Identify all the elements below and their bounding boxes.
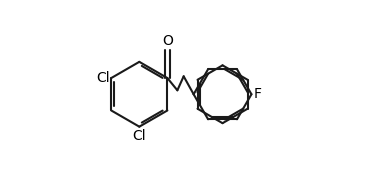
Text: Cl: Cl — [96, 71, 110, 85]
Text: F: F — [253, 87, 261, 101]
Text: Cl: Cl — [132, 129, 146, 143]
Text: O: O — [162, 34, 173, 48]
